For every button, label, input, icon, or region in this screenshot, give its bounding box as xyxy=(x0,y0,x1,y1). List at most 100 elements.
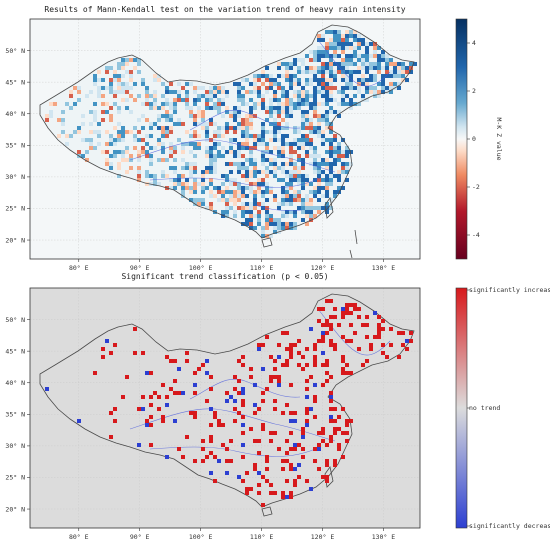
sig-cell xyxy=(349,339,353,343)
sig-cell xyxy=(193,383,197,387)
raster-cell xyxy=(285,214,289,218)
sig-cell xyxy=(225,459,229,463)
raster-cell xyxy=(109,162,113,166)
sig-cell xyxy=(185,359,189,363)
raster-cell xyxy=(289,102,293,106)
sig-cell xyxy=(405,339,409,343)
raster-cell xyxy=(285,198,289,202)
raster-cell xyxy=(309,58,313,62)
raster-cell xyxy=(289,74,293,78)
raster-cell xyxy=(217,190,221,194)
raster-cell xyxy=(257,210,261,214)
raster-cell xyxy=(245,222,249,226)
raster-cell xyxy=(161,158,165,162)
raster-cell xyxy=(329,30,333,34)
lat-tick-label: 25° N xyxy=(5,205,25,213)
raster-cell xyxy=(157,118,161,122)
raster-cell xyxy=(241,202,245,206)
raster-cell xyxy=(361,38,365,42)
raster-cell xyxy=(325,174,329,178)
raster-cell xyxy=(337,186,341,190)
sig-cell xyxy=(353,331,357,335)
raster-cell xyxy=(293,178,297,182)
raster-cell xyxy=(145,94,149,98)
raster-cell xyxy=(353,94,357,98)
raster-cell xyxy=(117,122,121,126)
raster-cell xyxy=(249,218,253,222)
raster-cell xyxy=(213,102,217,106)
raster-cell xyxy=(137,150,141,154)
raster-cell xyxy=(333,138,337,142)
raster-cell xyxy=(101,78,105,82)
sig-cell xyxy=(325,475,329,479)
raster-cell xyxy=(241,190,245,194)
raster-cell xyxy=(189,162,193,166)
raster-cell xyxy=(341,42,345,46)
raster-cell xyxy=(357,46,361,50)
raster-cell xyxy=(233,106,237,110)
raster-cell xyxy=(153,74,157,78)
raster-cell xyxy=(145,154,149,158)
raster-cell xyxy=(253,138,257,142)
raster-cell xyxy=(229,126,233,130)
raster-cell xyxy=(249,210,253,214)
raster-cell xyxy=(221,210,225,214)
sig-cell xyxy=(205,359,209,363)
raster-cell xyxy=(301,62,305,66)
sig-cell xyxy=(293,483,297,487)
raster-cell xyxy=(385,66,389,70)
raster-cell xyxy=(261,102,265,106)
colorbar-label: M-K Z value xyxy=(495,117,503,160)
raster-cell xyxy=(233,198,237,202)
raster-cell xyxy=(369,66,373,70)
raster-cell xyxy=(313,214,317,218)
raster-cell xyxy=(217,86,221,90)
sig-cell xyxy=(241,423,245,427)
raster-cell xyxy=(329,198,333,202)
raster-cell xyxy=(301,178,305,182)
raster-cell xyxy=(277,146,281,150)
raster-cell xyxy=(393,82,397,86)
raster-cell xyxy=(333,62,337,66)
raster-cell xyxy=(209,178,213,182)
raster-cell xyxy=(237,86,241,90)
raster-cell xyxy=(261,122,265,126)
raster-cell xyxy=(161,114,165,118)
raster-cell xyxy=(273,158,277,162)
sig-cell xyxy=(173,391,177,395)
raster-cell xyxy=(297,70,301,74)
raster-cell xyxy=(133,146,137,150)
raster-cell xyxy=(137,58,141,62)
raster-cell xyxy=(265,110,269,114)
raster-cell xyxy=(373,74,377,78)
raster-cell xyxy=(377,82,381,86)
raster-cell xyxy=(313,114,317,118)
sig-cell xyxy=(289,411,293,415)
raster-cell xyxy=(321,130,325,134)
raster-cell xyxy=(93,118,97,122)
sig-cell xyxy=(233,407,237,411)
raster-cell xyxy=(201,94,205,98)
sig-cell xyxy=(341,335,345,339)
raster-cell xyxy=(365,90,369,94)
raster-cell xyxy=(217,98,221,102)
sig-cell xyxy=(241,443,245,447)
raster-cell xyxy=(293,102,297,106)
raster-cell xyxy=(265,130,269,134)
raster-cell xyxy=(301,86,305,90)
raster-cell xyxy=(177,98,181,102)
sig-cell xyxy=(337,415,341,419)
raster-cell xyxy=(329,82,333,86)
raster-cell xyxy=(361,54,365,58)
raster-cell xyxy=(209,158,213,162)
raster-cell xyxy=(281,214,285,218)
raster-cell xyxy=(349,62,353,66)
raster-cell xyxy=(313,150,317,154)
raster-cell xyxy=(237,150,241,154)
raster-cell xyxy=(349,58,353,62)
raster-cell xyxy=(289,66,293,70)
raster-cell xyxy=(357,58,361,62)
raster-cell xyxy=(125,170,129,174)
raster-cell xyxy=(309,70,313,74)
raster-cell xyxy=(377,70,381,74)
